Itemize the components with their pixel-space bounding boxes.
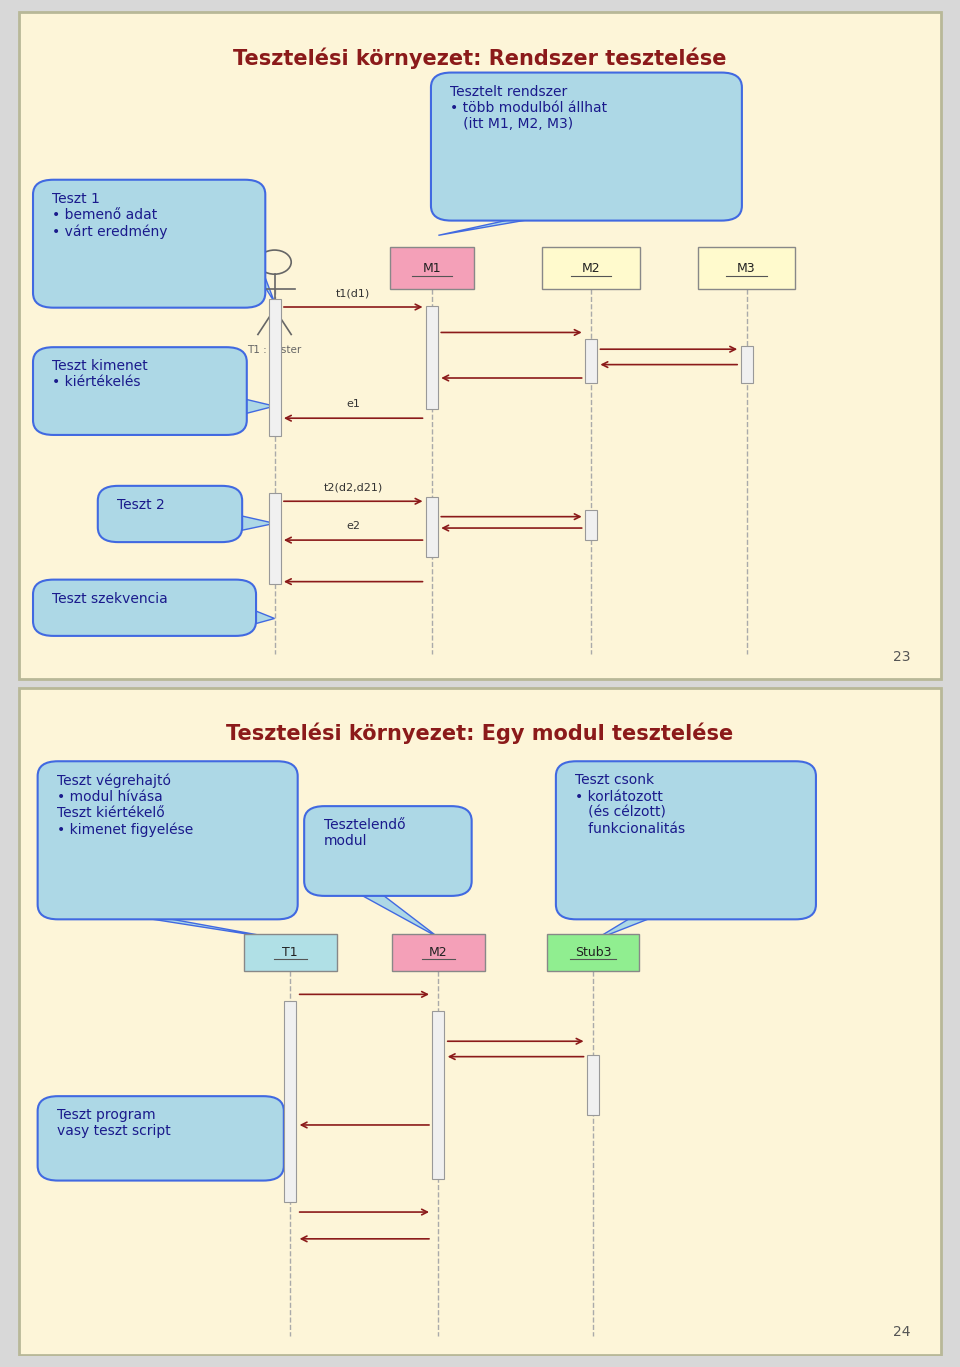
Text: 24: 24 bbox=[893, 1326, 910, 1340]
Bar bbox=[426, 306, 438, 410]
FancyBboxPatch shape bbox=[431, 72, 742, 220]
Text: M2: M2 bbox=[429, 946, 447, 960]
Text: Stub3: Stub3 bbox=[575, 946, 612, 960]
Bar bbox=[546, 934, 639, 971]
Text: M3: M3 bbox=[737, 261, 756, 275]
Text: Tesztelési környezet: Egy modul tesztelése: Tesztelési környezet: Egy modul tesztelé… bbox=[227, 722, 733, 744]
Bar bbox=[390, 247, 473, 288]
Bar bbox=[585, 510, 597, 540]
Bar bbox=[432, 1012, 444, 1178]
Text: M2: M2 bbox=[582, 261, 600, 275]
FancyBboxPatch shape bbox=[19, 688, 941, 1355]
Bar bbox=[698, 247, 795, 288]
Text: M1: M1 bbox=[422, 261, 442, 275]
Text: Teszt 1
• bemenő adat
• várt eredmény: Teszt 1 • bemenő adat • várt eredmény bbox=[53, 191, 168, 239]
FancyBboxPatch shape bbox=[304, 807, 471, 895]
Text: t2(d2,d21): t2(d2,d21) bbox=[324, 483, 383, 492]
Polygon shape bbox=[249, 608, 275, 626]
Text: Teszt kimenet
• kiértékelés: Teszt kimenet • kiértékelés bbox=[53, 360, 148, 390]
Polygon shape bbox=[258, 258, 275, 302]
Polygon shape bbox=[235, 514, 275, 532]
Bar bbox=[542, 247, 639, 288]
FancyBboxPatch shape bbox=[33, 580, 256, 636]
Polygon shape bbox=[593, 915, 661, 940]
Polygon shape bbox=[353, 890, 439, 938]
Text: t1(d1): t1(d1) bbox=[336, 288, 371, 298]
Text: e2: e2 bbox=[347, 521, 360, 532]
FancyBboxPatch shape bbox=[37, 1096, 284, 1181]
Text: T1 : Tester: T1 : Tester bbox=[248, 344, 301, 354]
Text: 23: 23 bbox=[893, 651, 910, 664]
Text: Tesztelési környezet: Rendszer tesztelése: Tesztelési környezet: Rendszer tesztelés… bbox=[233, 46, 727, 68]
Text: Teszt program
vasy teszt script: Teszt program vasy teszt script bbox=[57, 1109, 171, 1139]
Text: Teszt végrehajtó
• modul hívása
Teszt kiértékelő
• kimenet figyelése: Teszt végrehajtó • modul hívása Teszt ki… bbox=[57, 774, 193, 837]
Bar bbox=[587, 1055, 599, 1115]
FancyBboxPatch shape bbox=[98, 485, 242, 543]
Text: e1: e1 bbox=[347, 399, 360, 410]
Text: Teszt 2: Teszt 2 bbox=[117, 498, 165, 511]
Text: Teszt szekvencia: Teszt szekvencia bbox=[53, 592, 168, 606]
FancyBboxPatch shape bbox=[556, 761, 816, 920]
Text: Tesztelt rendszer
• több modulból állhat
   (itt M1, M2, M3): Tesztelt rendszer • több modulból állhat… bbox=[450, 85, 608, 131]
FancyBboxPatch shape bbox=[19, 12, 941, 679]
Text: Tesztelendő
modul: Tesztelendő modul bbox=[324, 819, 405, 849]
Text: Teszt csonk
• korlátozott
   (és célzott)
   funkcionalitás: Teszt csonk • korlátozott (és célzott) f… bbox=[575, 774, 685, 835]
Polygon shape bbox=[439, 215, 554, 235]
Bar bbox=[426, 496, 438, 556]
Polygon shape bbox=[239, 398, 275, 416]
Polygon shape bbox=[119, 915, 290, 940]
Bar bbox=[392, 934, 485, 971]
Bar bbox=[244, 934, 337, 971]
Text: T1: T1 bbox=[282, 946, 299, 960]
Bar bbox=[269, 299, 280, 436]
Bar bbox=[269, 493, 280, 584]
Polygon shape bbox=[114, 1143, 290, 1176]
FancyBboxPatch shape bbox=[33, 347, 247, 435]
FancyBboxPatch shape bbox=[33, 179, 265, 308]
Bar bbox=[740, 346, 753, 383]
FancyBboxPatch shape bbox=[37, 761, 298, 920]
Bar bbox=[284, 1001, 297, 1202]
Bar bbox=[585, 339, 597, 383]
